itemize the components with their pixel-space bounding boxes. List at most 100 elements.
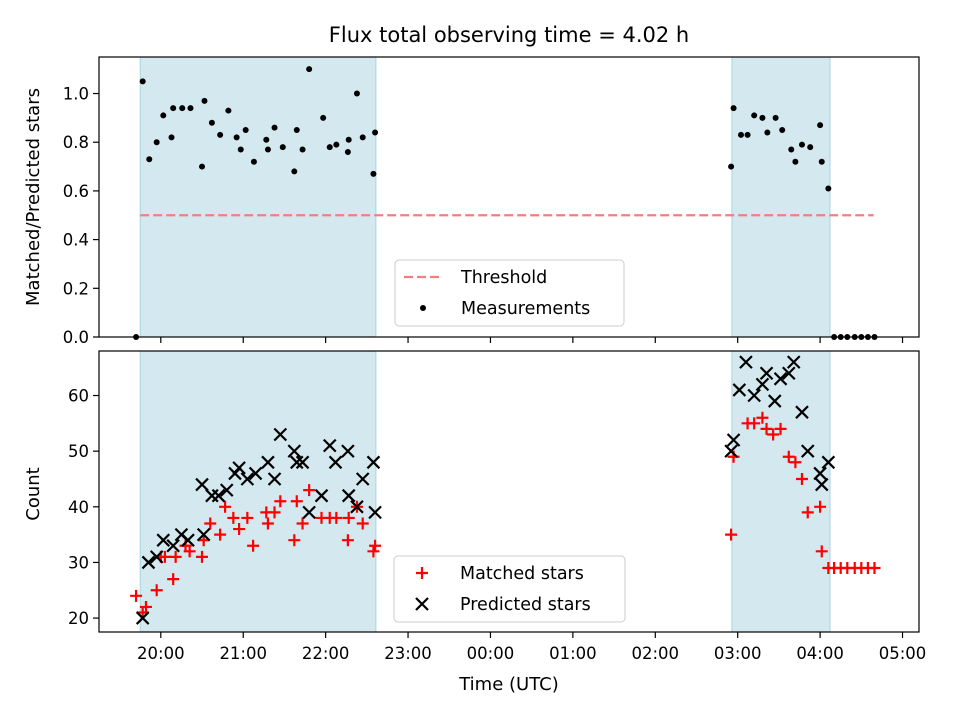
predicted-star-point [261,455,275,470]
y-tick-label: 40 [68,498,89,517]
measurement-point [798,141,805,148]
x-tick-label: 23:00 [384,644,432,663]
predicted-star-point [322,438,337,453]
predicted-star-point [232,461,246,475]
predicted-star-point [350,500,364,514]
measurement-point [737,131,744,138]
matched-star-point [756,411,769,424]
predicted-star-point [156,533,171,547]
measurement-point [306,66,313,73]
predicted-star-point [813,466,827,481]
legend-label: Threshold [460,268,547,288]
predicted-star-point [219,483,234,497]
x-tick-label: 03:00 [714,644,762,663]
measurement-point [788,146,795,153]
measurement-point [263,136,270,143]
measurement-point [759,114,766,121]
predicted-star-point [314,488,329,503]
y-tick-label: 1.0 [63,85,89,104]
axes-frame [98,56,920,338]
predicted-star-point [732,383,747,397]
shaded-span-1 [731,56,831,338]
matched-star-point [268,506,281,519]
predicted-star-point [295,455,310,470]
y-tick-label: 60 [68,387,89,406]
matched-star-point [815,545,828,558]
predicted-star-point [141,555,156,570]
measurement-point [217,131,224,138]
measurement-point [792,158,799,165]
y-tick-label: 50 [68,442,89,461]
legend-matched-marker [416,567,428,579]
legend-predicted-marker [415,597,429,611]
predicted-star-point [302,505,316,520]
x-tick-label: 02:00 [632,644,680,663]
measurement-point [279,144,286,151]
measurement-point [825,185,832,192]
matched-star-point [367,545,380,558]
measurement-point [237,146,244,153]
legend-label: Measurements [461,299,590,319]
matched-star-point [369,539,382,552]
x-tick-label: 05:00 [879,644,927,663]
measurement-point [299,146,306,153]
measurement-point [326,144,333,151]
measurement-point [359,134,366,141]
measurement-point [751,112,758,119]
measurement-point [744,131,751,138]
x-tick-label: 01:00 [549,644,597,663]
predicted-star-point [149,550,164,564]
predicted-star-point [135,611,150,625]
measurement-point [208,119,215,126]
measurement-point [153,139,160,146]
predicted-star-point [759,366,774,381]
measurement-point [201,97,208,104]
matched-star-point [789,456,802,469]
matched-star-point [341,534,354,547]
matched-star-point [241,511,254,524]
measurement-point [353,90,360,97]
bottom-panel-counts: 20 30 40 50 60 20:00 21:00 22:00 23:00 00:00 01:00… [68,350,927,663]
measurement-point [264,146,271,153]
matched-star-point [227,511,240,524]
measurement-point [160,112,167,119]
matched-star-point [196,550,209,563]
predicted-star-point [821,455,836,470]
predicted-star-point [739,355,753,369]
predicted-star-point [273,427,288,442]
chart-title: Flux total observing time = 4.02 h [329,23,689,47]
measurement-point [772,114,779,121]
measurement-point [779,127,786,134]
measurement-point [146,156,153,163]
matched-star-point [150,584,163,597]
matched-star-point [868,562,881,575]
matched-star-point [139,600,152,613]
measurement-point [242,127,249,134]
bottom-x-axis-label: Time (UTC) [458,674,559,695]
matched-star-point [342,511,355,524]
matched-star-point [197,534,210,547]
shaded-span-1 [731,350,831,633]
top-panel-ratio: 0.0 0.2 0.4 0.6 0.8 1.0 Threshold Measurements [63,56,920,347]
predicted-star-point [341,488,356,503]
bottom-y-axis-label: Count [23,467,44,520]
measurement-point [168,134,175,141]
legend-measurement-marker [420,305,426,311]
matched-star-point [169,550,182,563]
legend-box [394,259,625,327]
measurement-point [271,124,278,131]
axes-frame [98,350,920,633]
matched-star-point [774,422,787,435]
matched-star-point [767,428,780,441]
matched-star-point [204,517,217,530]
matched-star-point [725,528,738,541]
measurement-point [728,163,735,170]
measurement-point [291,168,298,175]
predicted-star-point [196,527,211,542]
matched-star-point [274,495,287,508]
predicted-star-point [328,455,343,470]
legend-box [393,555,626,623]
y-tick-label: 0.8 [63,133,89,152]
shaded-span-0 [139,56,377,338]
predicted-star-point [267,472,282,486]
